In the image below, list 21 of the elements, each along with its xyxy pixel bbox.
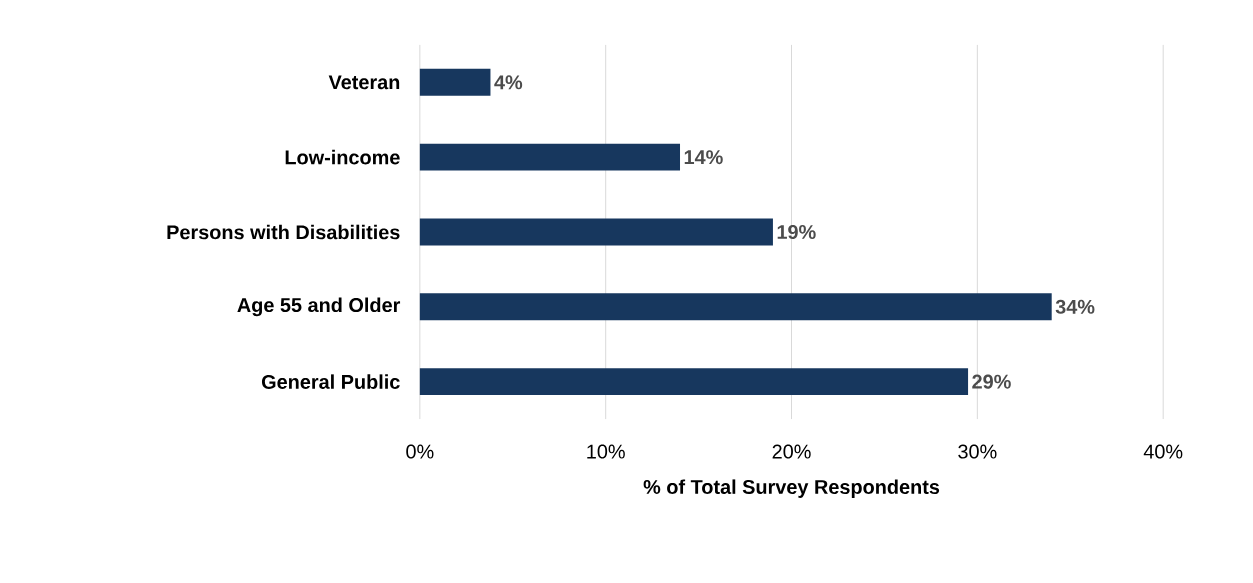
y-tick-label: Low-income [285,149,400,165]
bar [419,293,1052,321]
x-tick-label: 40% [1143,444,1183,459]
bar [419,143,681,171]
x-tick-label: 10% [587,444,625,459]
x-tick-label: 0% [406,444,434,459]
y-tick-label: Age 55 and Older [237,297,401,317]
x-tick-label: 20% [772,444,811,459]
bar [419,218,773,246]
data-label: 19% [777,225,816,240]
bar [419,68,491,96]
bar [419,368,969,396]
data-label: 29% [972,374,1011,389]
data-label: 4% [494,75,523,90]
y-tick-label: Persons with Disabilities [167,224,400,240]
x-axis-title: % of Total Survey Respondents [643,479,940,499]
x-tick-label: 30% [958,444,997,459]
y-tick-label: General Public [261,374,400,390]
data-label: 14% [684,150,723,165]
y-tick-label: Veteran [328,75,400,90]
data-label: 34% [1055,299,1095,315]
